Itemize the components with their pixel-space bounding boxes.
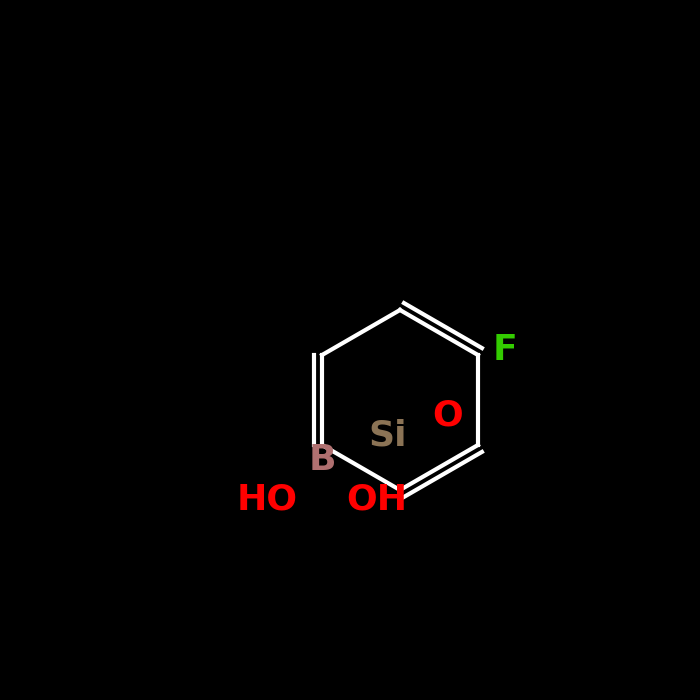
- Text: F: F: [493, 333, 518, 367]
- Text: OH: OH: [346, 483, 407, 517]
- Text: Si: Si: [369, 418, 407, 452]
- Text: HO: HO: [237, 483, 298, 517]
- Text: O: O: [433, 398, 463, 432]
- Text: B: B: [308, 443, 336, 477]
